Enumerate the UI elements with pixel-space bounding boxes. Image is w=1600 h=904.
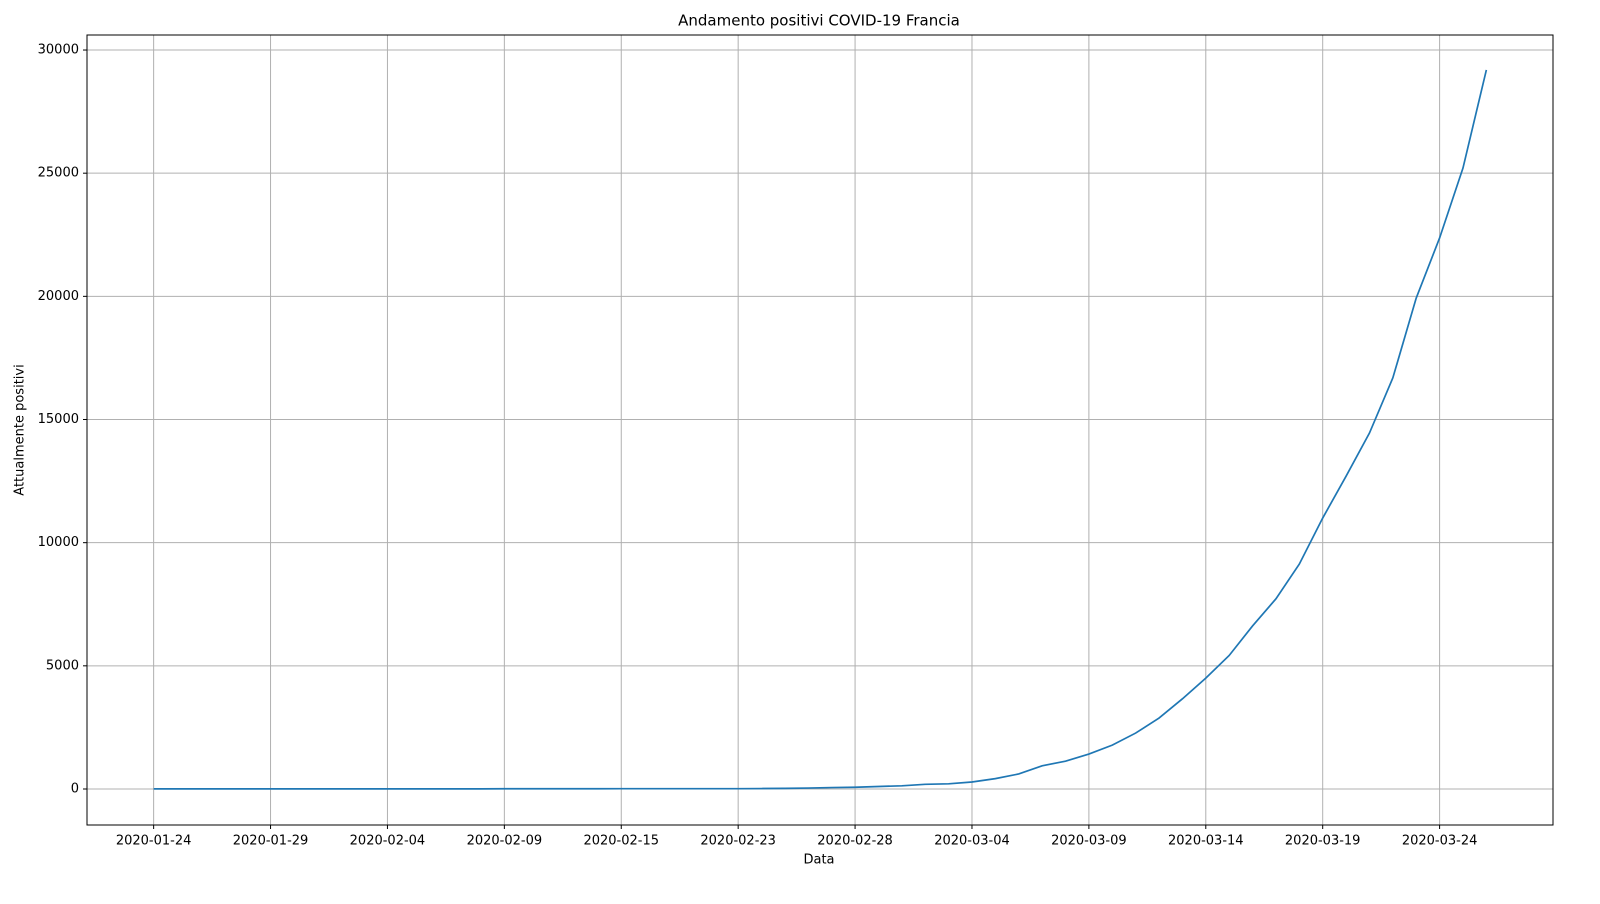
x-tick-label: 2020-02-23 xyxy=(700,834,776,849)
y-axis-label: Attualmente positivi xyxy=(13,364,28,495)
x-tick-label: 2020-02-04 xyxy=(350,834,426,849)
x-tick-label: 2020-03-09 xyxy=(1051,834,1127,849)
y-tick-label: 20000 xyxy=(38,289,79,304)
x-tick-label: 2020-02-15 xyxy=(583,834,659,849)
x-axis-label: Data xyxy=(803,853,834,868)
data-line xyxy=(153,69,1488,790)
y-tick-label: 10000 xyxy=(38,535,79,550)
y-tick-label: 0 xyxy=(71,781,79,796)
x-tick-label: 2020-01-29 xyxy=(233,834,309,849)
y-tick-label: 25000 xyxy=(38,166,79,181)
x-tick-label: 2020-03-19 xyxy=(1285,834,1361,849)
chart-title: Andamento positivi COVID-19 Francia xyxy=(678,12,960,30)
x-tick-label: 2020-02-28 xyxy=(817,834,893,849)
x-tick-label: 2020-03-04 xyxy=(934,834,1010,849)
x-tick-label: 2020-02-09 xyxy=(467,834,543,849)
plot-frame xyxy=(86,34,1554,826)
y-tick-label: 30000 xyxy=(38,43,79,58)
x-tick-label: 2020-03-14 xyxy=(1168,834,1244,849)
y-tick-label: 5000 xyxy=(46,658,79,673)
x-tick-label: 2020-03-24 xyxy=(1402,834,1478,849)
y-tick-label: 15000 xyxy=(38,412,79,427)
x-tick-label: 2020-01-24 xyxy=(116,834,192,849)
